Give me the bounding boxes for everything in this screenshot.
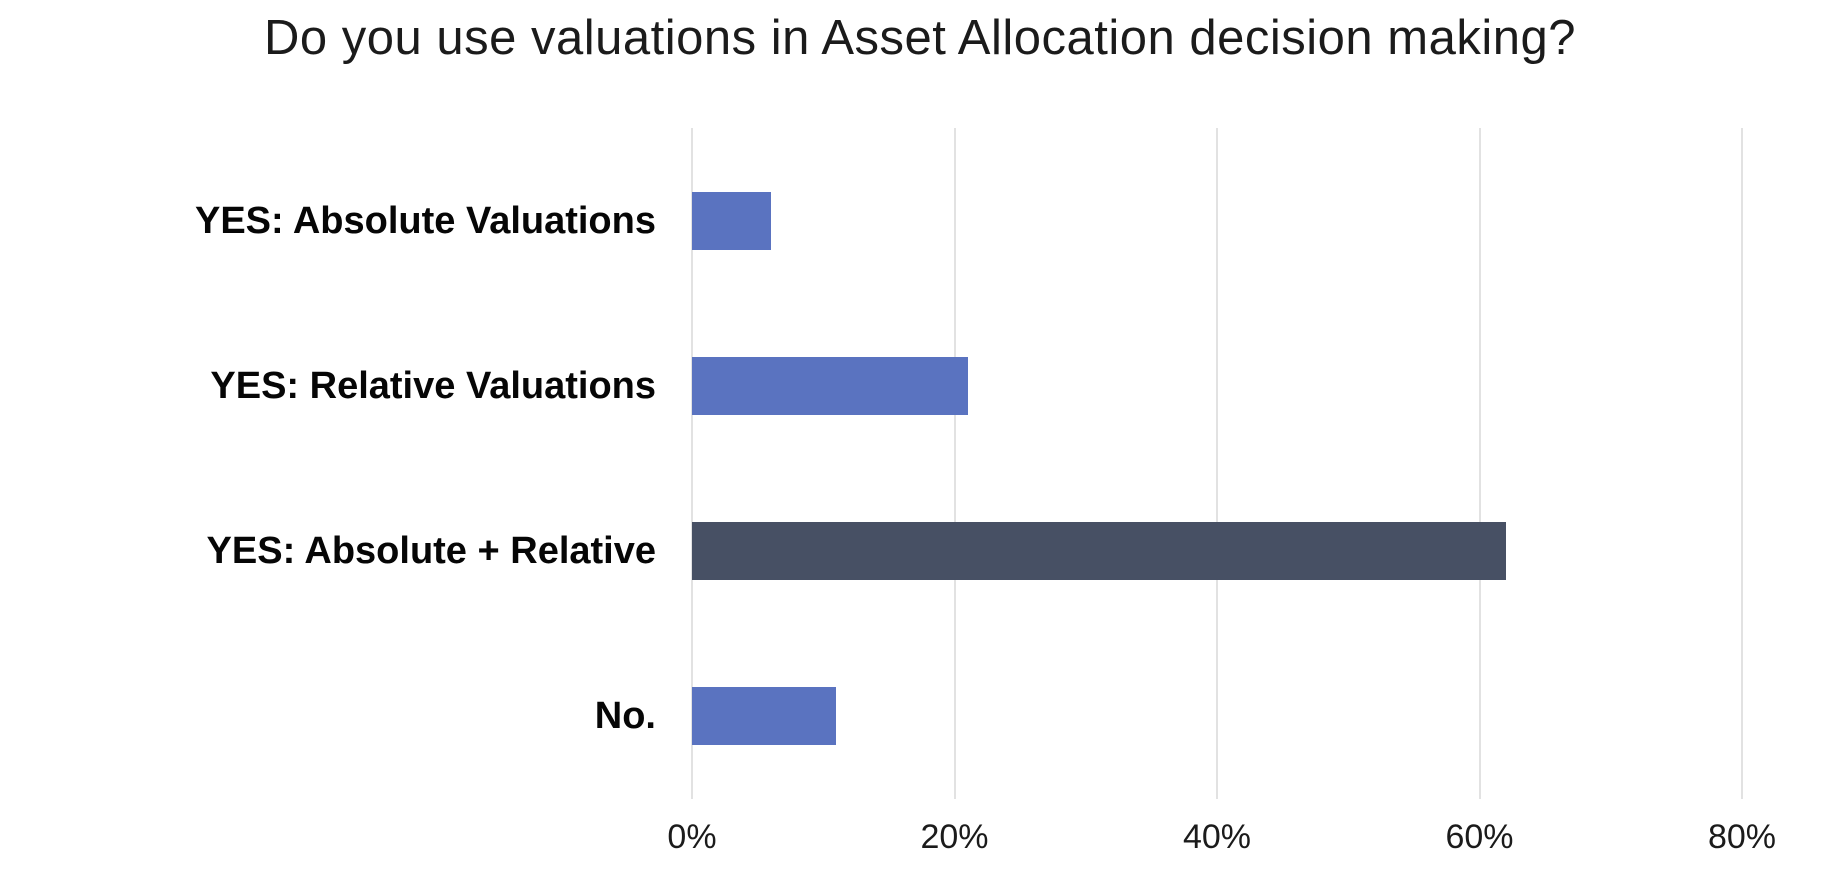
gridline [1741, 128, 1743, 799]
bar [692, 521, 1506, 580]
gridline [953, 128, 956, 799]
x-tick-label: 20% [920, 818, 989, 856]
bar [692, 356, 968, 415]
bar [692, 191, 771, 250]
category-row: No. [0, 634, 1840, 799]
category-row: YES: Absolute + Relative [0, 469, 1840, 634]
y-axis-line [691, 128, 693, 799]
x-tick-label: 0% [667, 818, 717, 856]
category-row: YES: Absolute Valuations [0, 139, 1840, 304]
gridline [1478, 128, 1481, 799]
gridline [1216, 128, 1218, 799]
x-tick-label: 60% [1445, 818, 1514, 856]
category-label: YES: Absolute + Relative [206, 529, 656, 572]
x-tick-label: 40% [1182, 818, 1252, 856]
chart-title: Do you use valuations in Asset Allocatio… [264, 11, 1576, 65]
category-label: YES: Relative Valuations [210, 364, 656, 407]
x-tick-label: 80% [1707, 818, 1777, 856]
bar [692, 686, 837, 745]
category-label: YES: Absolute Valuations [194, 199, 656, 242]
category-row: YES: Relative Valuations [0, 304, 1840, 469]
category-label: No. [594, 694, 656, 737]
